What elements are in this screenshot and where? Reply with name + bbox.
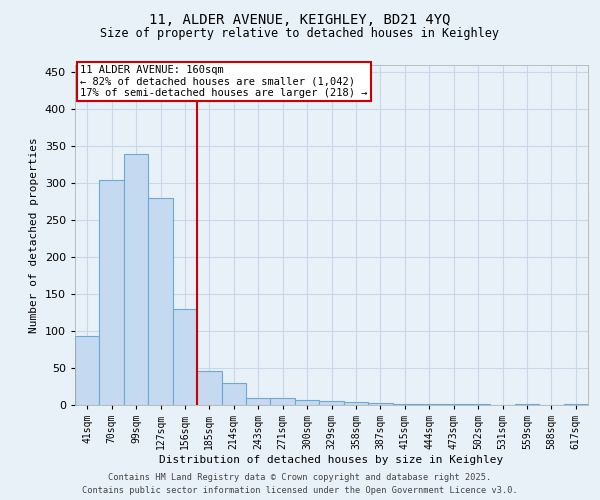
Bar (319, 402, 344, 405)
Bar (344, 402, 368, 405)
Bar (271, 398, 295, 405)
Text: 11 ALDER AVENUE: 160sqm
← 82% of detached houses are smaller (1,042)
17% of semi: 11 ALDER AVENUE: 160sqm ← 82% of detache… (80, 65, 368, 98)
Bar (466, 404, 490, 405)
Bar (368, 403, 392, 405)
Text: Size of property relative to detached houses in Keighley: Size of property relative to detached ho… (101, 28, 499, 40)
Bar (197, 371, 221, 405)
Bar (100, 180, 124, 405)
Bar (148, 198, 173, 405)
Bar (515, 404, 539, 405)
Bar (392, 404, 417, 405)
X-axis label: Distribution of detached houses by size in Keighley: Distribution of detached houses by size … (160, 455, 503, 465)
Bar (124, 154, 148, 405)
Bar (442, 404, 466, 405)
Text: Contains public sector information licensed under the Open Government Licence v3: Contains public sector information licen… (82, 486, 518, 495)
Bar (563, 404, 588, 405)
Bar (295, 400, 319, 405)
Bar (246, 398, 271, 405)
Y-axis label: Number of detached properties: Number of detached properties (29, 137, 39, 333)
Bar (173, 309, 197, 405)
Text: Contains HM Land Registry data © Crown copyright and database right 2025.: Contains HM Land Registry data © Crown c… (109, 474, 491, 482)
Bar (417, 404, 442, 405)
Bar (221, 383, 246, 405)
Text: 11, ALDER AVENUE, KEIGHLEY, BD21 4YQ: 11, ALDER AVENUE, KEIGHLEY, BD21 4YQ (149, 12, 451, 26)
Bar (75, 336, 100, 405)
